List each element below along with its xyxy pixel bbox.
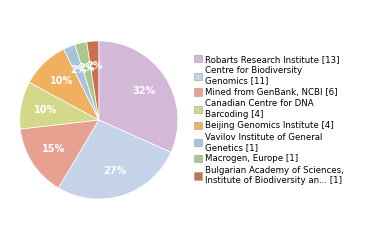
Wedge shape [64,45,99,120]
Text: 15%: 15% [42,144,65,154]
Wedge shape [59,120,171,199]
Text: 32%: 32% [132,86,155,96]
Wedge shape [75,42,99,120]
Wedge shape [99,41,178,152]
Text: 2%: 2% [78,63,95,73]
Wedge shape [87,41,99,120]
Wedge shape [20,82,99,129]
Wedge shape [20,120,99,188]
Text: 10%: 10% [35,105,58,115]
Wedge shape [29,49,99,120]
Text: 2%: 2% [86,61,103,72]
Text: 2%: 2% [70,65,87,75]
Text: 10%: 10% [50,76,73,86]
Text: 27%: 27% [103,166,127,176]
Legend: Robarts Research Institute [13], Centre for Biodiversity
Genomics [11], Mined fr: Robarts Research Institute [13], Centre … [194,55,344,185]
